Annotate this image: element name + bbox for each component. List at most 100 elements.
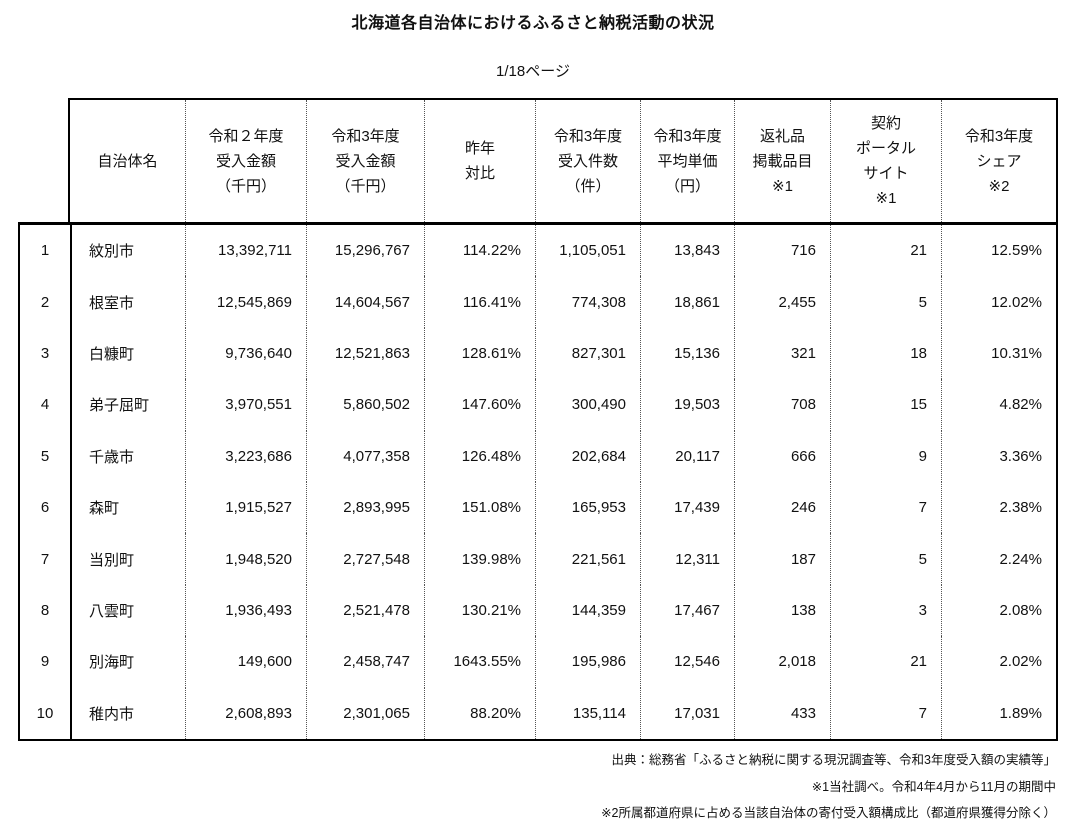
- cell-r3-avg: 18,861: [640, 276, 734, 328]
- cell-yoy: 151.08%: [424, 482, 535, 534]
- table-row: 10 稚内市 2,608,893 2,301,065 88.20% 135,114 17,0…: [20, 687, 1056, 740]
- cell-r3-avg: 17,031: [640, 687, 734, 740]
- column-header-line: 令和3年度: [653, 127, 722, 145]
- cell-r3-avg: 13,843: [640, 225, 734, 277]
- cell-r2-amount: 13,392,711: [185, 225, 306, 277]
- cell-r2-amount: 1,936,493: [185, 584, 306, 637]
- cell-r3-avg: 12,311: [640, 533, 734, 585]
- column-header-line: （千円）: [335, 177, 396, 195]
- column-header-line: 受入件数: [557, 152, 618, 170]
- cell-r2-amount: 2,608,893: [185, 687, 306, 740]
- cell-municipality-name: 白糠町: [70, 327, 185, 380]
- column-header-line: 令和3年度: [331, 127, 400, 145]
- column-header-line: 対比: [464, 165, 495, 182]
- cell-r3-avg: 20,117: [640, 430, 734, 483]
- cell-r2-amount: 3,970,551: [185, 379, 306, 431]
- footnotes: 出典：総務省「ふるさと納税に関する現況調査等、令和3年度受入額の実績等」 ※1当社…: [601, 747, 1056, 822]
- column-header-line: （円）: [664, 177, 710, 195]
- table-row: 5 千歳市 3,223,686 4,077,358 126.48% 202,684 20,1…: [20, 430, 1056, 483]
- cell-r2-amount: 1,948,520: [185, 533, 306, 585]
- column-header-line: 返礼品: [759, 127, 805, 145]
- cell-r3-count: 135,114: [535, 687, 640, 740]
- column-header-r3_count: 令和3年度 受入件数 （件）: [535, 100, 640, 222]
- column-header-line: ※1: [772, 177, 793, 195]
- cell-share: 12.02%: [941, 276, 1056, 328]
- footnote: ※2所属都道府県に占める当該自治体の寄付受入額構成比（都道府県獲得分除く）: [601, 806, 1056, 820]
- cell-r3-count: 195,986: [535, 636, 640, 688]
- cell-rank: 5: [40, 447, 50, 465]
- column-header-portal: 契約 ポータル サイト ※1: [830, 100, 941, 222]
- column-header-line: 昨年: [464, 140, 495, 157]
- column-header-line: 受入金額: [335, 152, 396, 170]
- cell-r3-count: 202,684: [535, 430, 640, 483]
- cell-gift-items: 321: [734, 327, 830, 380]
- cell-share: 2.38%: [941, 482, 1056, 534]
- cell-gift-items: 2,018: [734, 636, 830, 688]
- column-header-line: シェア: [976, 152, 1022, 170]
- cell-yoy: 139.98%: [424, 533, 535, 585]
- cell-municipality-name: 八雲町: [70, 584, 185, 637]
- column-header-r2_amount: 令和２年度 受入金額 （千円）: [185, 100, 306, 222]
- cell-rank: 3: [40, 345, 50, 363]
- cell-municipality-name: 根室市: [70, 276, 185, 328]
- cell-gift-items: 2,455: [734, 276, 830, 328]
- footnote: ※1当社調べ。令和4年4月から11月の期間中: [811, 779, 1056, 794]
- column-header-r3_amount: 令和3年度受入金額 （千円）: [306, 100, 424, 222]
- cell-gift-items: 433: [734, 687, 830, 740]
- cell-gift-items: 138: [734, 584, 830, 637]
- cell-yoy: 130.21%: [424, 584, 535, 637]
- table-header: 自治体名 令和２年度 受入金額 （千円） 令和3年度 受入金額 （千円） 昨年 対比 令和3年度受…: [68, 98, 1058, 222]
- cell-r2-amount: 9,736,640: [185, 327, 306, 380]
- column-header-line: 令和3年度: [553, 127, 623, 145]
- cell-portal: 21: [830, 636, 941, 688]
- cell-share: 2.24%: [941, 533, 1056, 585]
- cell-share: 10.31%: [941, 327, 1056, 380]
- cell-municipality-name: 当別町: [70, 533, 185, 585]
- cell-rank: 10: [36, 704, 54, 722]
- cell-rank: 9: [40, 653, 50, 671]
- column-header-r3_avg: 令和3年度 平均単価 （円）: [640, 100, 734, 222]
- cell-r3-count: 165,953: [535, 482, 640, 534]
- cell-yoy: 114.22%: [424, 225, 535, 277]
- cell-share: 2.02%: [941, 636, 1056, 688]
- cell-municipality-name: 森町: [70, 482, 185, 534]
- cell-r3-count: 221,561: [535, 533, 640, 585]
- cell-rank: 2: [40, 293, 50, 311]
- cell-portal: 7: [830, 482, 941, 534]
- cell-portal: 5: [830, 533, 941, 585]
- cell-yoy: 116.41%: [424, 276, 535, 328]
- cell-r3-count: 300,490: [535, 379, 640, 431]
- footnote: 出典：総務省「ふるさと納税に関する現況調査等、令和3年度受入額の実績等」: [611, 753, 1056, 767]
- cell-municipality-name: 弟子屈町: [70, 379, 185, 431]
- column-header-line: 受入金額: [215, 152, 276, 170]
- cell-yoy: 1643.55%: [424, 636, 535, 688]
- cell-municipality-name: 紋別市: [70, 225, 185, 277]
- cell-r3-amount: 4,077,358: [306, 430, 424, 483]
- cell-r3-amount: 15,296,767: [306, 225, 424, 277]
- cell-r3-amount: 2,521,478: [306, 584, 424, 637]
- cell-r2-amount: 1,915,527: [185, 482, 306, 534]
- cell-portal: 3: [830, 584, 941, 637]
- cell-portal: 7: [830, 687, 941, 740]
- cell-municipality-name: 千歳市: [70, 430, 185, 483]
- cell-r3-amount: 14,604,567: [306, 276, 424, 328]
- cell-rank: 7: [40, 550, 50, 568]
- cell-yoy: 128.61%: [424, 327, 535, 380]
- table-row: 4 弟子屈町 3,970,551 5,860,502 147.60% 300,490 19,…: [20, 379, 1056, 431]
- cell-share: 12.59%: [941, 225, 1056, 277]
- cell-portal: 5: [830, 276, 941, 328]
- cell-gift-items: 187: [734, 533, 830, 585]
- cell-r3-amount: 2,727,548: [306, 533, 424, 585]
- column-header-line: ※1: [875, 190, 897, 207]
- column-header-line: ポータル: [855, 140, 916, 157]
- cell-r3-avg: 19,503: [640, 379, 734, 431]
- table-row: 8 八雲町 1,936,493 2,521,478 130.21% 144,359 17,4…: [20, 584, 1056, 637]
- cell-rank: 6: [40, 499, 50, 517]
- cell-r3-amount: 2,458,747: [306, 636, 424, 688]
- cell-yoy: 147.60%: [424, 379, 535, 431]
- column-header-line: 契約: [870, 115, 901, 132]
- cell-yoy: 88.20%: [424, 687, 535, 740]
- cell-r2-amount: 149,600: [185, 636, 306, 688]
- table-row: 3 白糠町 9,736,640 12,521,863 128.61% 827,301 15,…: [20, 327, 1056, 380]
- cell-gift-items: 716: [734, 225, 830, 277]
